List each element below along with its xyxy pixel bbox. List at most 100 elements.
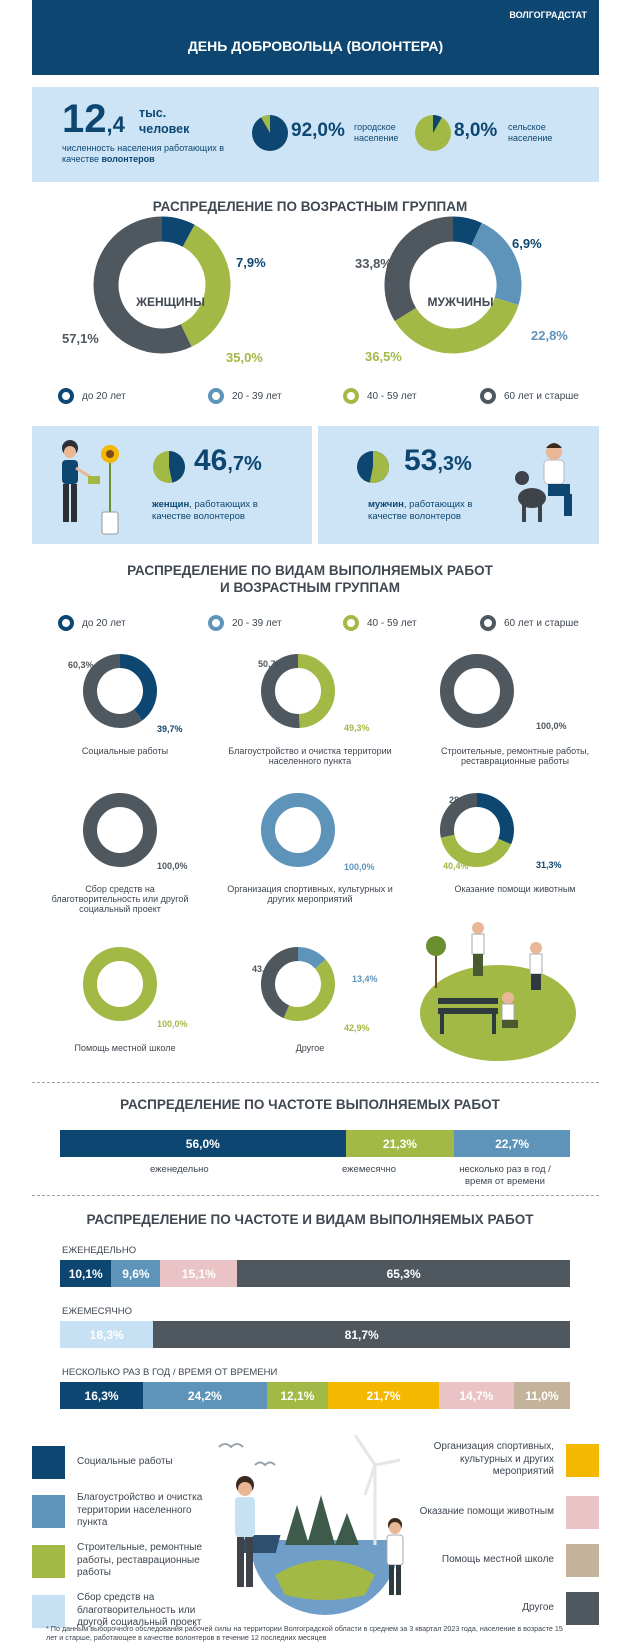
- bar-sometimes-segment-4: 14,7%: [438, 1382, 514, 1409]
- rural-pie-slice: [433, 115, 442, 133]
- legend-item-under20: до 20 лет: [58, 615, 208, 631]
- rural-value: 8,0%: [454, 120, 498, 141]
- other-label-40-59: 42,9%: [344, 1023, 370, 1033]
- women-rest: , работающих в качестве волонтеров: [152, 499, 258, 523]
- legend-label: до 20 лет: [82, 390, 126, 402]
- legend-label: 60 лет и старше: [504, 617, 579, 629]
- legend-item-under20: до 20 лет: [58, 388, 208, 404]
- weekly-stacked-bar: 10,1% 9,6% 15,1% 65,3%: [60, 1260, 570, 1287]
- men-label-60plus: 33,8%: [355, 256, 392, 271]
- bar-sometimes-segment-5: 11,0%: [513, 1382, 570, 1409]
- animals-label-under20: 31,3%: [536, 860, 562, 870]
- legend-swatch: [58, 388, 74, 404]
- legend-swatch: [343, 615, 359, 631]
- activity-swatch: [566, 1495, 599, 1529]
- school-title: Помощь местной школе: [74, 1043, 176, 1053]
- activity-swatch: [32, 1445, 65, 1479]
- men-share-value: 53,3%: [404, 444, 472, 478]
- total-desc: численность населения работающих в качес…: [62, 143, 242, 166]
- men-label-20-39: 22,8%: [531, 328, 568, 343]
- activity-legend-item: Строительные, ремонтные работы, реставра…: [32, 1536, 207, 1586]
- men-panel: 53,3% мужчин, работающих в качестве воло…: [318, 426, 599, 544]
- activity-legend-label: Оказание помощи животным: [419, 1505, 554, 1517]
- women-label-60plus: 57,1%: [62, 331, 99, 346]
- social-label-under20: 39,7%: [157, 724, 183, 734]
- types-legend: до 20 лет 20 - 39 лет 40 - 59 лет 60 лет…: [58, 615, 579, 631]
- fundraising-label-60plus: 100,0%: [157, 861, 188, 871]
- bar-monthly-segment-0: 18,3%: [60, 1321, 154, 1348]
- men-share-dec: ,3%: [437, 453, 472, 475]
- women-share-slice: [169, 451, 185, 483]
- urban-label: городское население: [354, 122, 399, 143]
- total-unit: тыс. человек: [139, 106, 190, 137]
- activity-donut-4-segment-1: [261, 793, 335, 867]
- legend-label: 20 - 39 лет: [232, 390, 282, 402]
- events-title: Организация спортивных, культурных и дру…: [227, 884, 393, 904]
- activity-donut-2-segment-3: [440, 654, 514, 728]
- total-dec: ,4: [106, 112, 125, 137]
- page-title: ДЕНЬ ДОБРОВОЛЬЦА (ВОЛОНТЕРА): [187, 38, 444, 54]
- legend-swatch: [480, 388, 496, 404]
- bar-weekly-segment-3: 65,3%: [237, 1260, 570, 1287]
- monthly-bar-title: ЕЖЕМЕСЯЧНО: [62, 1306, 132, 1317]
- legend-label: 40 - 59 лет: [367, 617, 417, 629]
- legend-item-20-39: 20 - 39 лет: [208, 388, 343, 404]
- activity-swatch: [566, 1443, 599, 1477]
- landscape-label-60plus: 50,7%: [258, 659, 284, 669]
- legend-item-40-59: 40 - 59 лет: [343, 615, 480, 631]
- construction-label-60plus: 100,0%: [536, 721, 567, 731]
- bar-sometimes-segment-0: 16,3%: [60, 1382, 144, 1409]
- legend-item-60plus: 60 лет и старше: [480, 388, 579, 404]
- monthly-stacked-bar: 18,3% 81,7%: [60, 1321, 570, 1348]
- events-label-20-39: 100,0%: [344, 862, 375, 872]
- men-donut-segment-2: [394, 297, 519, 354]
- weekly-bar-title: ЕЖЕНЕДЕЛЬНО: [62, 1245, 137, 1256]
- activity-swatch: [32, 1494, 65, 1528]
- bar-sometimes-segment-1: 24,2%: [143, 1382, 267, 1409]
- school-label-40-59: 100,0%: [157, 1019, 188, 1029]
- freq-bar-segment-0: 56,0%: [60, 1130, 346, 1157]
- age-legend: до 20 лет 20 - 39 лет 40 - 59 лет 60 лет…: [58, 388, 579, 404]
- activity-legend-item: Другое: [419, 1584, 599, 1632]
- legend-swatch: [58, 615, 74, 631]
- legend-label: 20 - 39 лет: [232, 617, 282, 629]
- women-share-dec: ,7%: [227, 453, 262, 475]
- activity-legend-item: Оказание помощи животным: [419, 1488, 599, 1536]
- bar-sometimes-segment-2: 12,1%: [266, 1382, 329, 1409]
- women-share-pie: [153, 451, 185, 483]
- activity-donut-5-segment-0: [476, 793, 514, 845]
- men-label-40-59: 36,5%: [365, 349, 402, 364]
- legend-label: до 20 лет: [82, 617, 126, 629]
- activity-swatch: [32, 1594, 65, 1628]
- activity-legend-right: Организация спортивных, культурных и дру…: [419, 1432, 599, 1632]
- men-donut-label: МУЖЧИНЫ: [427, 295, 494, 309]
- activity-donut-1-segment-3: [261, 654, 300, 728]
- activity-swatch: [566, 1543, 599, 1577]
- header-banner: ВОЛГОГРАДСТАТ ДЕНЬ ДОБРОВОЛЬЦА (ВОЛОНТЕР…: [32, 0, 599, 75]
- animals-label-40-59: 40,4%: [443, 861, 469, 871]
- section-divider: [32, 1082, 599, 1083]
- activity-legend-label: Сбор средств на благотворительность или …: [77, 1592, 202, 1629]
- men-donut-segment-1: [470, 222, 522, 305]
- rural-pie: [415, 115, 451, 151]
- activity-legend-item: Сбор средств на благотворительность или …: [32, 1586, 207, 1636]
- women-bold: женщин: [152, 499, 190, 510]
- freq-stacked-bar: 56,0% 21,3% 22,7%: [60, 1130, 570, 1157]
- legend-label: 60 лет и старше: [504, 390, 579, 402]
- women-donut-segment-3: [93, 216, 192, 354]
- men-donut-segment-3: [384, 216, 454, 321]
- activity-legend-label: Благоустройство и очистка территории нас…: [77, 1492, 203, 1529]
- summary-panel: 12,4 тыс. человек численность населения …: [32, 87, 599, 182]
- men-share-int: 53: [404, 444, 438, 477]
- men-bold: мужчин: [368, 499, 404, 510]
- legend-item-20-39: 20 - 39 лет: [208, 615, 343, 631]
- other-title: Другое: [295, 1043, 325, 1053]
- activity-donut-0-segment-3: [83, 654, 143, 728]
- activity-legend-item: Организация спортивных, культурных и дру…: [419, 1432, 599, 1488]
- man-with-dog-illustration: [515, 443, 572, 522]
- landscape-label-40-59: 49,3%: [344, 723, 370, 733]
- construction-title: Строительные, ремонтные работы, реставра…: [440, 746, 590, 766]
- org-name: ВОЛГОГРАДСТАТ: [509, 10, 587, 20]
- bar-sometimes-segment-3: 21,7%: [328, 1382, 439, 1409]
- women-share-value: 46,7%: [194, 444, 262, 478]
